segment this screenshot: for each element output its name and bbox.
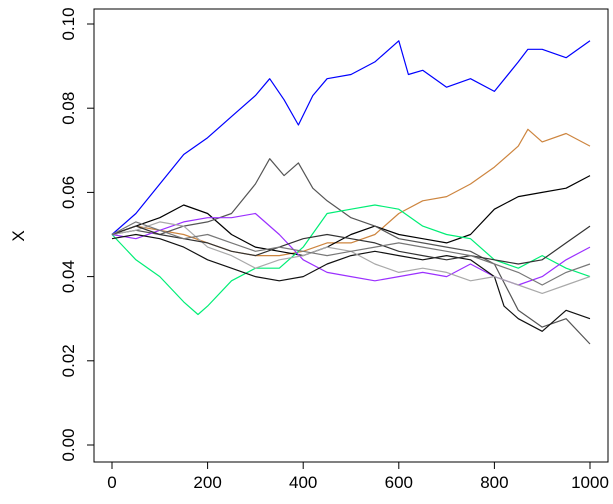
- series-line-5: [111, 204, 591, 316]
- y-tick-label: 0.08: [59, 92, 78, 125]
- x-axis: 0 200 400 600 800 1000: [107, 461, 609, 492]
- series-line-6: [111, 212, 591, 286]
- plot-box: [93, 8, 609, 463]
- series-line-10: [111, 221, 591, 286]
- series-line-1: [111, 40, 591, 235]
- y-tick-label: 0.04: [59, 260, 78, 293]
- x-tick-label: 600: [385, 473, 413, 492]
- y-tick-label: 0.10: [59, 7, 78, 40]
- y-tick-label: 0.06: [59, 176, 78, 209]
- x-tick-label: 800: [480, 473, 508, 492]
- series-line-9: [111, 225, 591, 265]
- x-tick-label: 200: [193, 473, 221, 492]
- y-axis: 0.00 0.02 0.04 0.06 0.08 0.10: [59, 7, 95, 462]
- y-axis-label: X: [9, 230, 28, 241]
- series-layer: [111, 40, 591, 345]
- series-line-2: [111, 128, 591, 257]
- x-tick-label: 1000: [571, 473, 609, 492]
- x-tick-label: 400: [289, 473, 317, 492]
- y-tick-label: 0.02: [59, 344, 78, 377]
- x-tick-label: 0: [107, 473, 116, 492]
- y-tick-label: 0.00: [59, 428, 78, 461]
- series-line-7: [111, 233, 591, 332]
- series-line-3: [111, 175, 591, 257]
- series-line-8: [111, 221, 591, 294]
